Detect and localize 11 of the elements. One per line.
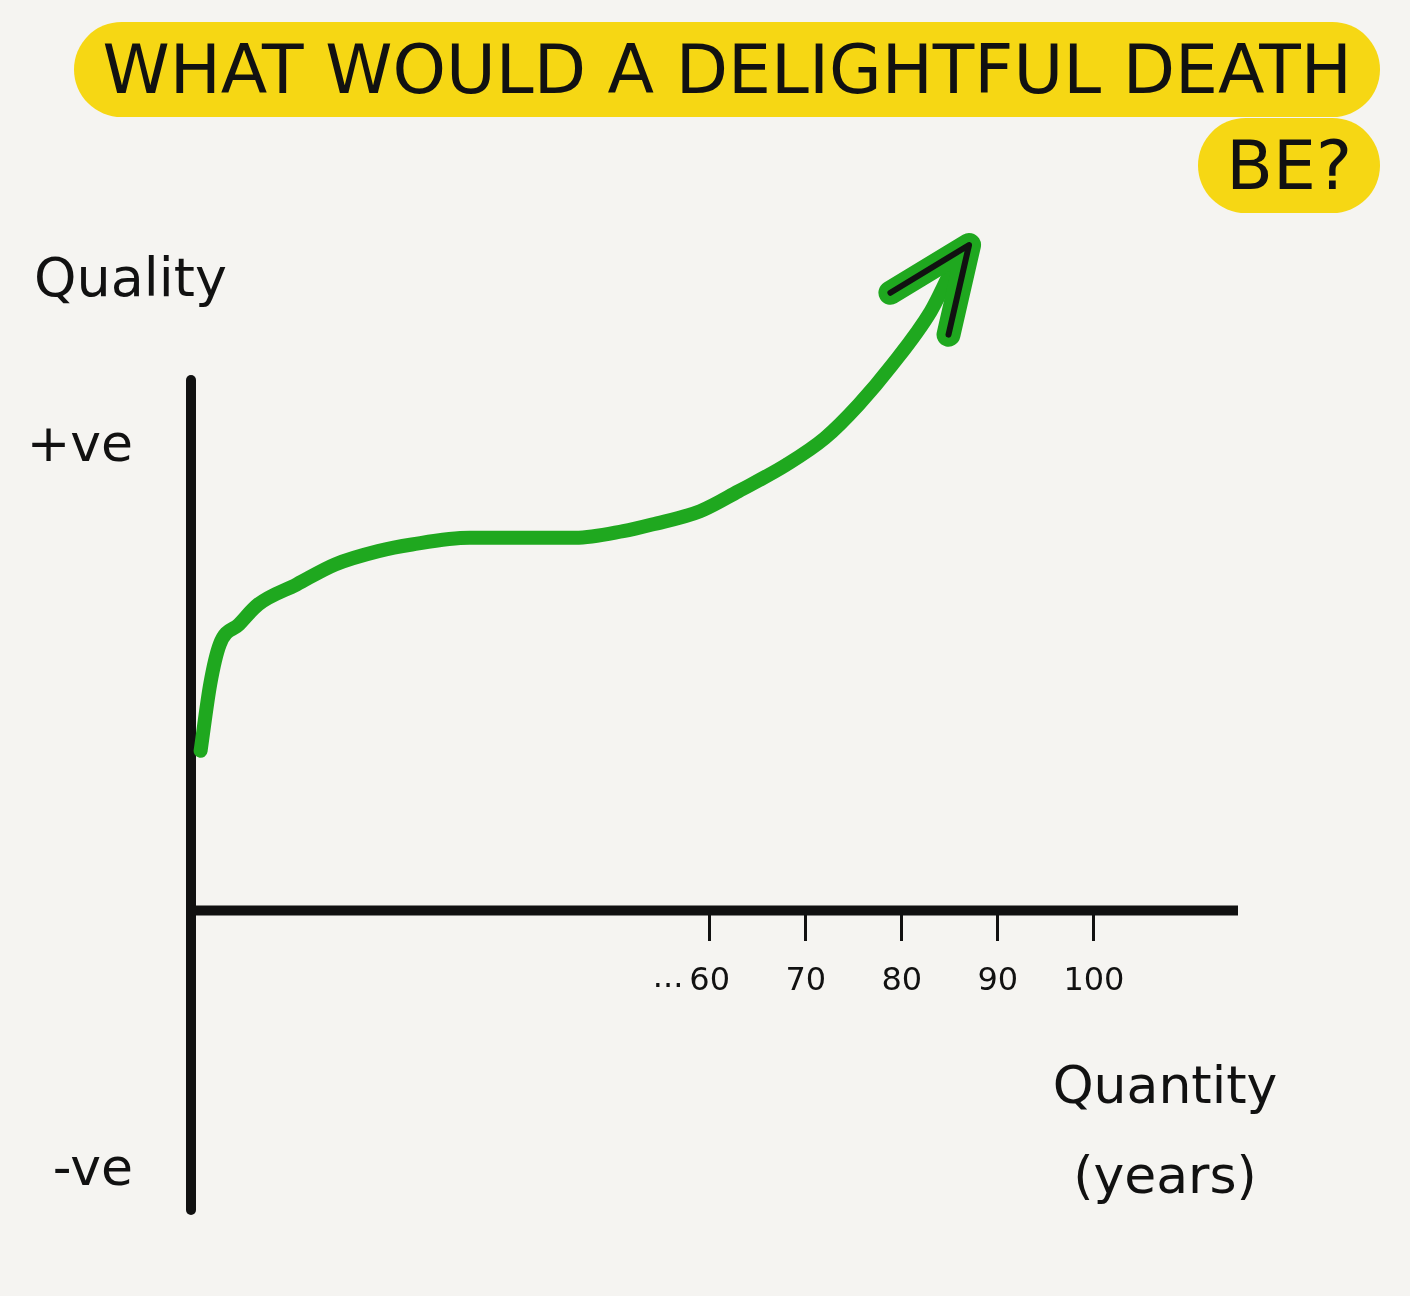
x-tick-label: 80 xyxy=(881,960,923,999)
text: -ve xyxy=(52,1136,133,1197)
x-axis-title: Quantity (years) xyxy=(1051,1054,1279,1207)
x-tick-label: 60 xyxy=(689,960,731,999)
x-tick-label: 90 xyxy=(977,960,1019,999)
chart-title: WHAT WOULD A DELIGHTFUL DEATH BE? xyxy=(74,22,1380,213)
x-tick-label: 70 xyxy=(785,960,827,999)
x-tick-label: 100 xyxy=(1063,960,1125,999)
y-axis-title: Quality xyxy=(34,246,227,309)
text: ... xyxy=(652,956,684,995)
text: +ve xyxy=(26,413,133,474)
